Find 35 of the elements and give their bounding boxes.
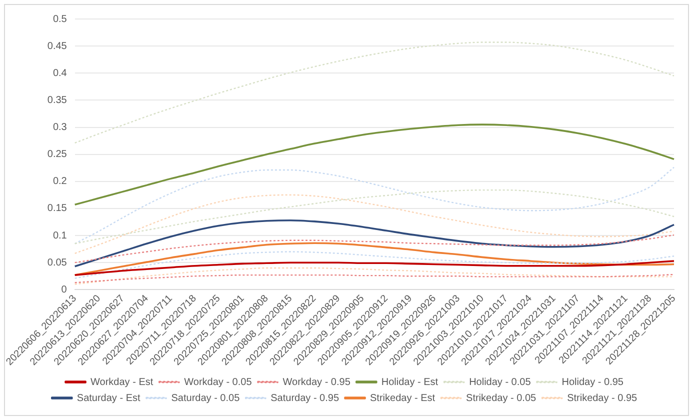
line-series	[74, 267, 675, 285]
line-series	[74, 260, 675, 276]
line-series	[74, 274, 675, 284]
legend-label: Strikeday - 0.95	[567, 392, 638, 404]
y-tick-label: 0.5	[52, 14, 68, 25]
legend-label: Workday - Est	[90, 376, 154, 388]
legend-label: Holiday - Est	[381, 376, 438, 388]
legend-label: Holiday - 0.95	[562, 376, 624, 388]
line-series	[74, 251, 675, 279]
line-series	[74, 42, 675, 144]
line-series	[74, 166, 675, 244]
legend-label: Strikeday - Est	[370, 392, 436, 404]
legend-label: Saturday - 0.95	[270, 392, 340, 404]
y-tick-label: 0.05	[47, 257, 68, 268]
legend-label: Holiday - 0.05	[469, 376, 532, 388]
y-tick-label: 0.4	[52, 68, 68, 79]
legend-label: Saturday - 0.05	[171, 392, 240, 404]
legend-label: Strikeday - 0.05	[466, 392, 536, 404]
legend-label: Saturday - Est	[76, 392, 140, 404]
y-tick-label: 0.25	[47, 149, 68, 160]
legend-label: Workday - 0.05	[184, 376, 252, 388]
line-series	[74, 242, 675, 276]
line-series	[74, 194, 675, 254]
y-tick-label: 0.2	[52, 176, 68, 188]
line-series	[74, 189, 675, 244]
line-series	[74, 234, 675, 264]
line-series	[74, 219, 675, 268]
legend-label: Workday - 0.95	[282, 376, 351, 388]
y-tick-label: 0.3	[52, 122, 68, 134]
y-tick-label: 0	[61, 284, 68, 296]
y-tick-label: 0.45	[47, 40, 68, 52]
y-tick-label: 0.15	[47, 203, 68, 214]
y-tick-label: 0.1	[52, 230, 68, 242]
y-tick-label: 0.35	[47, 94, 68, 106]
line-series	[74, 124, 675, 206]
